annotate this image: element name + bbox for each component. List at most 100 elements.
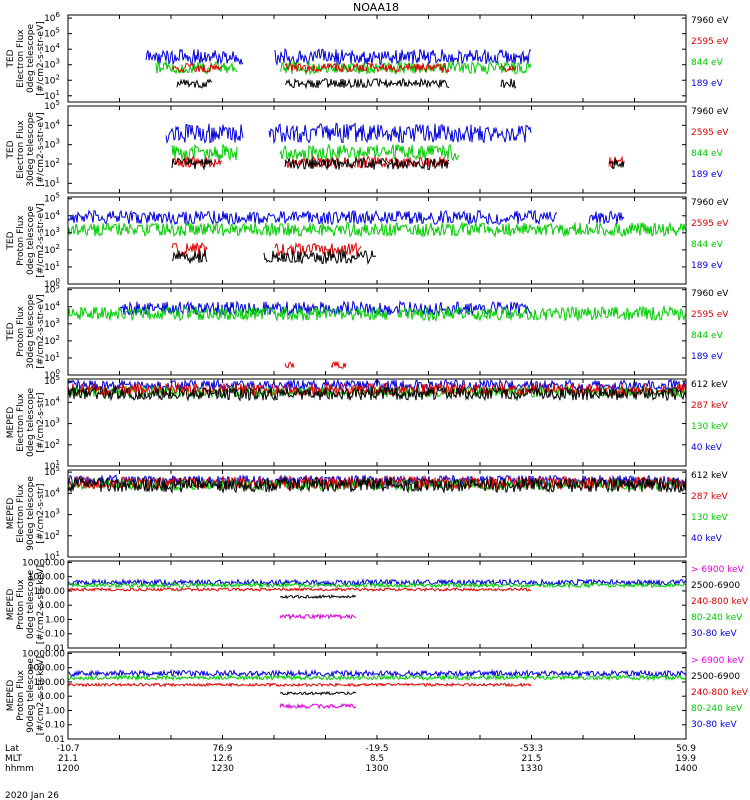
y-axis-label: MEPED xyxy=(6,589,16,621)
y-tick-label: 105 xyxy=(44,374,60,387)
series-189-ev xyxy=(145,48,532,67)
y-axis-label: Proton Flux xyxy=(16,579,26,630)
panel-6-series xyxy=(68,473,686,495)
y-axis-label: Proton Flux xyxy=(16,306,26,357)
legend-entry: 287 keV xyxy=(691,492,728,502)
y-axis-label: Proton Flux xyxy=(16,670,26,721)
panel-1-series xyxy=(145,48,532,90)
y-tick-label: 105 xyxy=(44,465,60,478)
series-287-kev xyxy=(68,474,686,491)
panel-frame xyxy=(67,196,687,285)
x-tick-label: -19.5 xyxy=(365,744,388,754)
y-tick-label: 100 xyxy=(44,277,60,290)
x-tick-label: 1230 xyxy=(211,764,234,774)
series-7960-ev xyxy=(176,77,517,90)
legend-entry: 612 keV xyxy=(691,380,728,390)
legend-entry: 2595 eV xyxy=(691,128,729,138)
y-tick-label: 103 xyxy=(44,508,60,521)
series-2500-6900 xyxy=(279,594,357,600)
y-axis-label: TED xyxy=(6,322,16,341)
y-axis-label: [#/cm2-s-str] xyxy=(36,483,46,543)
y-tick-label: 103 xyxy=(44,138,60,151)
y-tick-label: 0.01 xyxy=(45,644,65,654)
y-axis-label: Electron Flux xyxy=(16,120,26,179)
panel-6: 101 102 103 104 105 MEPED Electron Flux 90deg t… xyxy=(6,465,728,563)
y-axis-label: [#/cm2-s-str-keV] xyxy=(36,656,46,735)
y-axis-label: [#/cm2-s-str-eV] xyxy=(36,112,46,187)
x-axis-row-name: hhmm xyxy=(5,764,34,774)
x-tick-label: 21.5 xyxy=(521,754,541,764)
y-tick-label: 101 xyxy=(44,550,60,563)
legend-entry: 2500-6900 xyxy=(691,581,740,591)
y-tick-label: 102 xyxy=(44,157,60,170)
x-tick-label: 50.9 xyxy=(676,744,696,754)
legend-entry: 30-80 keV xyxy=(691,720,737,730)
panel-7: 0.01 0.10 1.00 10.00 100.00 1000.00 10000.00 ME… xyxy=(6,558,749,654)
y-tick-label: 104 xyxy=(44,209,60,222)
series-7960-ev xyxy=(171,156,625,171)
y-tick-label: 0.01 xyxy=(45,735,65,745)
y-axis-label: TED xyxy=(6,49,16,68)
legend-entry: 7960 eV xyxy=(691,16,729,26)
y-axis-label: 0deg telescope xyxy=(26,388,36,458)
legend-entry: 2595 eV xyxy=(691,37,729,47)
y-tick-label: 102 xyxy=(44,529,60,542)
date-label: 2020 Jan 26 xyxy=(5,791,59,800)
y-tick-label: 1000.00 xyxy=(28,573,65,583)
y-tick-label: 101 xyxy=(44,459,60,472)
y-axis-label: MEPED xyxy=(6,498,16,530)
legend-entry: > 6900 keV xyxy=(691,565,745,575)
y-axis-label: 90deg telescope xyxy=(26,476,36,551)
legend-entry: 80-240 keV xyxy=(691,704,743,714)
chart-title: NOAA18 xyxy=(353,1,399,14)
series-2595-ev xyxy=(284,360,347,369)
panel-8: 0.01 0.10 1.00 10.00 100.00 1000.00 10000.00 ME… xyxy=(6,649,749,745)
y-tick-label: 101 xyxy=(44,351,60,364)
x-tick-label: -53.3 xyxy=(520,744,543,754)
y-tick-label: 102 xyxy=(44,73,60,86)
panel-frame xyxy=(67,287,687,376)
panel-7-series xyxy=(68,577,686,621)
legend-entry: 189 eV xyxy=(691,79,724,89)
y-tick-label: 101 xyxy=(44,89,60,102)
series-240-800-kev xyxy=(68,586,532,593)
y-axis-label: [#/cm2-s-str-keV] xyxy=(36,565,46,644)
series-30-80-kev xyxy=(68,668,686,679)
y-axis-label: [#/cm2-s-str-eV] xyxy=(36,294,46,369)
legend-entry: 130 keV xyxy=(691,422,728,432)
y-axis-label: 0deg telescope xyxy=(26,24,36,94)
x-tick-label: 1300 xyxy=(366,764,389,774)
series-2500-6900 xyxy=(279,690,357,696)
y-axis-label: 30deg telescope xyxy=(26,112,36,187)
y-tick-label: 1000.00 xyxy=(28,664,65,674)
x-tick-label: 1200 xyxy=(57,764,80,774)
series-189-ev xyxy=(68,209,625,226)
y-tick-label: 101 xyxy=(44,260,60,273)
y-axis-label: Proton Flux xyxy=(16,215,26,266)
y-tick-label: 100.00 xyxy=(34,587,66,597)
y-tick-label: 105 xyxy=(44,27,60,40)
panel-8-series xyxy=(68,668,686,710)
x-axis-labels: Lat -10.7 76.9 -19.5 -53.3 50.9 MLT 21.1 12.6 8.5… xyxy=(5,744,698,774)
series-844-ev xyxy=(68,221,686,239)
y-tick-label: 102 xyxy=(44,334,60,347)
x-tick-label: -10.7 xyxy=(56,744,79,754)
legend-entry: 7960 eV xyxy=(691,198,729,208)
legend-entry: 287 keV xyxy=(691,401,728,411)
y-tick-label: 103 xyxy=(44,317,60,330)
y-tick-label: 0.10 xyxy=(45,721,65,731)
y-axis-label: Electron Flux xyxy=(16,393,26,452)
y-tick-label: 104 xyxy=(44,486,60,499)
series--6900-kev xyxy=(279,612,357,621)
x-tick-label: 21.1 xyxy=(58,754,78,764)
legend-entry: 189 eV xyxy=(691,352,724,362)
y-tick-label: 100.00 xyxy=(34,678,66,688)
y-axis-label: Electron Flux xyxy=(16,29,26,88)
series-80-240-kev xyxy=(68,673,686,682)
y-tick-label: 102 xyxy=(44,438,60,451)
panel-1: 101 102 103 104 105 106 TED Electron Flux 0deg t… xyxy=(6,11,729,103)
legend-entry: 80-240 keV xyxy=(691,613,743,623)
legend-entry: 40 keV xyxy=(691,443,723,453)
